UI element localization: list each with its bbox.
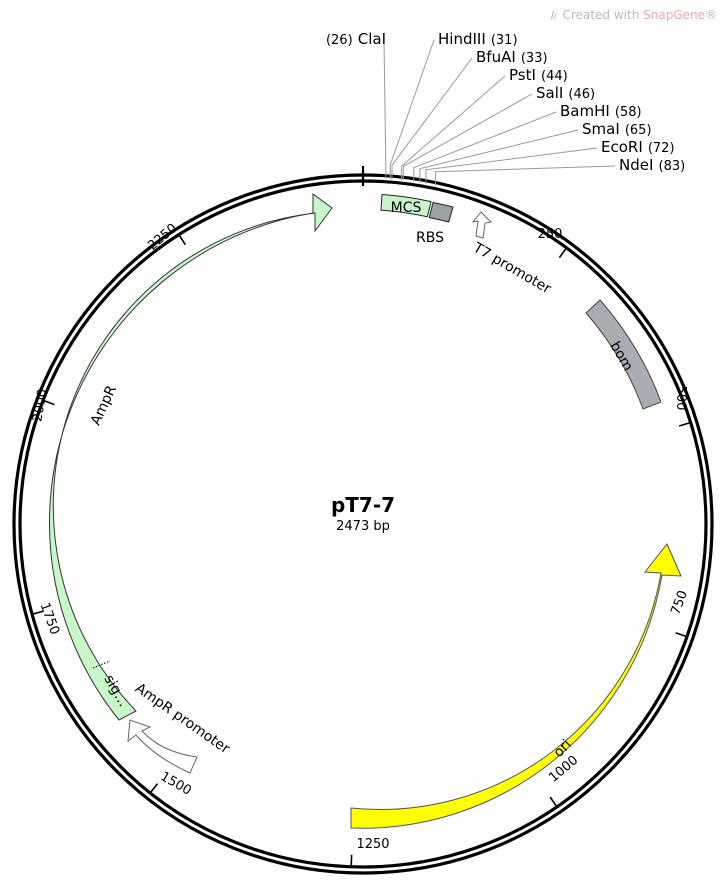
tick-label: 1750 <box>37 601 62 637</box>
feature-label-ampr: AmpR <box>88 383 120 428</box>
site-label-hindiii[interactable]: HindIII (31) <box>438 29 518 48</box>
feature-bom[interactable]: bom <box>585 299 662 410</box>
tick-mark <box>549 796 558 808</box>
plasmid-size: 2473 bp <box>336 519 390 534</box>
tick-label: 500 <box>673 386 688 411</box>
tick-mark <box>31 610 44 615</box>
feature-ampr[interactable]: AmpR <box>48 193 333 721</box>
site-leader-line <box>413 111 557 182</box>
watermark-mark: ® <box>705 8 717 22</box>
site-label-ndei[interactable]: NdeI (83) <box>619 155 685 174</box>
snapgene-logo-icon <box>550 11 557 19</box>
site-label-clai[interactable]: (26) ClaI <box>326 29 386 48</box>
site-leader-line <box>391 57 473 180</box>
site-leader-line <box>383 39 387 179</box>
site-label-ecori[interactable]: EcoRI (72) <box>601 137 675 156</box>
site-label-bamhi[interactable]: BamHI (58) <box>560 101 642 120</box>
site-leader-line <box>419 129 579 183</box>
feature-ampr-promoter[interactable] <box>127 719 198 774</box>
tick-mark <box>178 234 186 246</box>
feature-ori[interactable]: ori <box>350 543 682 829</box>
site-leader-line <box>402 93 533 181</box>
site-label-bfuai[interactable]: BfuAI (33) <box>476 47 548 66</box>
site-leader-line <box>425 147 598 184</box>
tick-label: 1250 <box>356 837 389 852</box>
site-leader-line <box>401 75 506 181</box>
restriction-sites: (26) ClaI HindIII (31)BfuAI (33)PstI (44)… <box>326 29 685 186</box>
feature-label-rbs: RBS <box>416 230 444 246</box>
site-leader-line <box>389 39 435 180</box>
tick-label: 1500 <box>158 769 194 799</box>
feature-label-mcs: MCS <box>391 200 422 216</box>
site-label-psti[interactable]: PstI (44) <box>509 65 568 84</box>
tick-label: 750 <box>668 589 691 617</box>
site-label-sali[interactable]: SalI (46) <box>536 83 595 102</box>
plasmid-name: pT7-7 <box>331 493 395 517</box>
tick-mark <box>675 631 688 638</box>
tick-label: 2000 <box>30 388 51 423</box>
site-label-smai[interactable]: SmaI (65) <box>582 119 652 138</box>
site-leader-line <box>434 165 616 186</box>
tick-label: 250 <box>538 227 563 242</box>
feature-label-t7-promoter: T7 promoter <box>470 239 554 297</box>
tick-mark <box>149 783 159 794</box>
watermark-brand: SnapGene <box>643 8 705 22</box>
tick-mark <box>558 247 568 259</box>
watermark-prefix: Created with <box>562 8 644 22</box>
tick-mark <box>678 421 691 427</box>
tick-mark <box>42 399 55 406</box>
snapgene-watermark: Created with SnapGene® <box>549 8 717 22</box>
feature-t7-promoter[interactable] <box>471 211 493 239</box>
feature-mcs[interactable]: MCS <box>380 193 432 218</box>
feature-rbs[interactable] <box>428 201 454 223</box>
